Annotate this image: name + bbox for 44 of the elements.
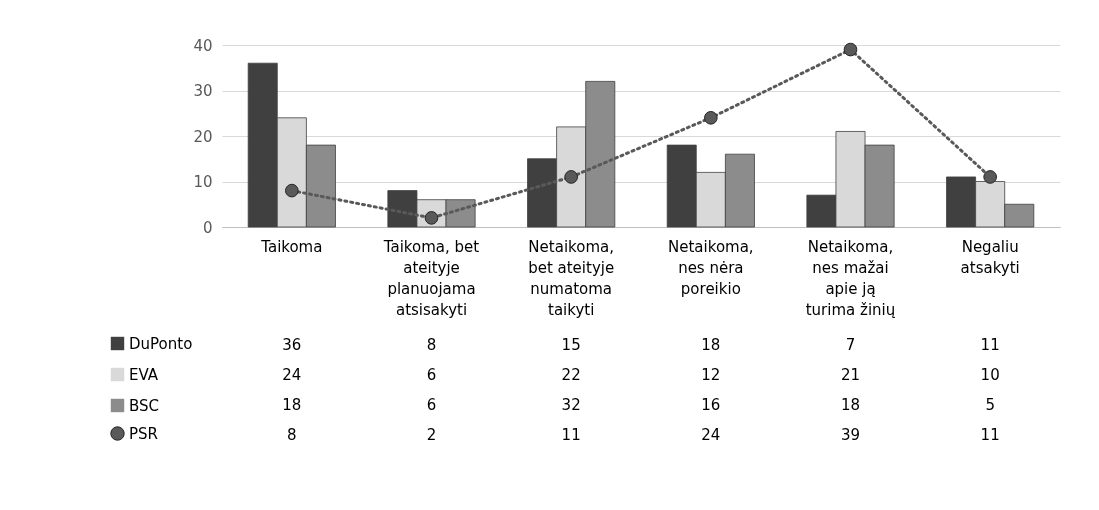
data-label: 18 bbox=[840, 396, 861, 414]
y-tick-label: 20 bbox=[193, 127, 213, 146]
y-tick-label: 10 bbox=[193, 173, 213, 191]
x-tick-label: Taikoma, bet ateityje planuojama atsisakyti bbox=[382, 237, 480, 319]
data-label: 18 bbox=[282, 396, 302, 414]
data-label: 6 bbox=[426, 366, 437, 384]
data-label: 8 bbox=[287, 426, 297, 444]
data-label: 7 bbox=[845, 336, 856, 354]
x-tick-label: Netaikoma, bet ateityje numatoma taikyti bbox=[528, 237, 615, 319]
data-label: 24 bbox=[701, 426, 721, 444]
point bbox=[983, 170, 997, 184]
data-label: 5 bbox=[985, 396, 995, 414]
data-label: 22 bbox=[561, 366, 581, 384]
point bbox=[704, 110, 718, 125]
data-label: 16 bbox=[701, 396, 721, 414]
point bbox=[843, 42, 858, 57]
y-tick-label: 30 bbox=[193, 82, 213, 100]
data-label: 12 bbox=[701, 366, 721, 384]
y-tick-label: 0 bbox=[202, 218, 213, 237]
point bbox=[564, 170, 578, 184]
legend-label: BSC bbox=[129, 396, 160, 415]
data-label: 8 bbox=[426, 336, 437, 354]
data-label: 10 bbox=[980, 366, 1000, 384]
data-label: 36 bbox=[282, 336, 302, 354]
x-tick-label: Taikoma bbox=[260, 237, 323, 256]
data-label: 21 bbox=[840, 366, 861, 384]
data-label: 15 bbox=[561, 336, 581, 354]
data-label: 24 bbox=[282, 366, 302, 384]
data-label: 32 bbox=[561, 396, 581, 414]
data-label: 6 bbox=[426, 396, 437, 414]
data-label: 39 bbox=[840, 426, 861, 444]
legend-label: DuPonto bbox=[129, 334, 193, 353]
x-tick-label: Negaliu atsakyti bbox=[960, 237, 1020, 277]
point bbox=[285, 183, 299, 198]
legend-label: EVA bbox=[129, 365, 159, 384]
data-label: 11 bbox=[980, 426, 1000, 444]
data-label: 18 bbox=[701, 336, 721, 354]
x-tick-label: Netaikoma, nes mažai apie ją turima žinių bbox=[805, 237, 896, 319]
x-tick-label: Netaikoma, nes nėra poreikio bbox=[668, 237, 754, 298]
data-label: 2 bbox=[426, 426, 437, 444]
y-tick-label: 40 bbox=[193, 36, 213, 55]
legend-label: PSR bbox=[129, 424, 158, 443]
data-label: 11 bbox=[561, 426, 581, 444]
data-label: 11 bbox=[980, 336, 1000, 354]
